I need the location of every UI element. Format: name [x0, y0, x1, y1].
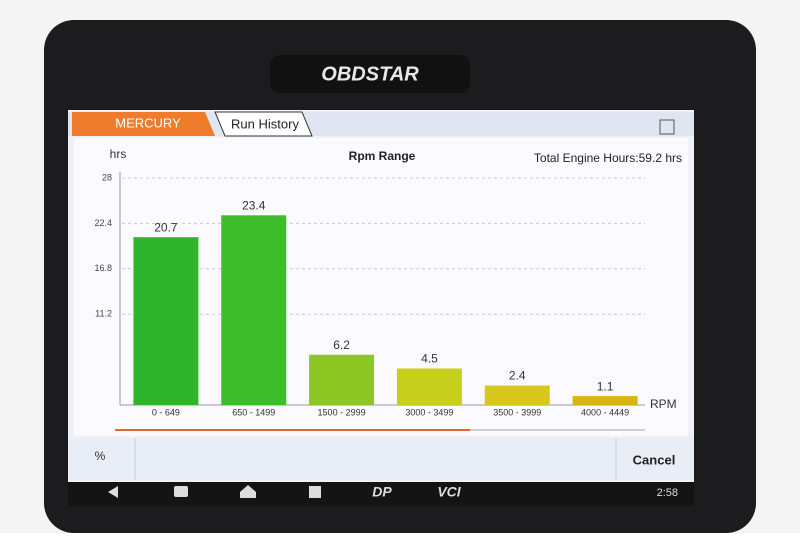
cancel-button[interactable]: Cancel [633, 452, 676, 467]
bar [396, 368, 462, 405]
value-label: 1.1 [597, 379, 614, 393]
y-tick-label: 16.8 [94, 263, 112, 273]
value-label: 2.4 [509, 369, 526, 383]
clock: 2:58 [657, 487, 678, 499]
x-tick-label: 4000 - 4449 [581, 407, 629, 417]
camera-icon[interactable] [174, 486, 188, 497]
bar [572, 396, 638, 405]
tab[interactable] [214, 111, 313, 137]
y-axis-label: hrs [110, 147, 127, 161]
brand: OBDSTAR [321, 63, 419, 85]
annotation: Total Engine Hours:59.2 hrs [534, 151, 682, 165]
y-tick-label: 11.2 [95, 309, 112, 319]
footer [68, 438, 694, 480]
x-tick-label: 0 - 649 [152, 407, 180, 417]
x-axis-label: RPM [650, 397, 677, 411]
x-tick-label: 3500 - 3999 [493, 407, 541, 417]
calendar-icon[interactable] [659, 119, 675, 135]
bar [309, 354, 375, 405]
x-tick-label: 3000 - 3499 [405, 407, 453, 417]
tab-label[interactable]: MERCURY [115, 115, 181, 130]
y-tick-label: 28 [102, 172, 112, 182]
chart: Rpm Range hrs Total Engine Hours:59.2 hr… [94, 147, 682, 431]
back-icon[interactable] [108, 486, 118, 498]
logo-plate [270, 55, 470, 93]
value-label: 23.4 [242, 198, 266, 212]
bar [133, 237, 199, 405]
y-tick-label: 22.4 [94, 218, 112, 228]
value-label: 20.7 [154, 220, 178, 234]
bar [484, 385, 550, 405]
tab-label[interactable]: Run History [231, 116, 299, 131]
x-tick-label: 1500 - 2999 [318, 407, 366, 417]
value-label: 4.5 [421, 352, 438, 366]
tab[interactable] [72, 112, 215, 136]
nav-label[interactable]: DP [372, 484, 392, 500]
percent-button[interactable]: % [95, 449, 106, 463]
chart-title: Rpm Range [349, 149, 416, 163]
recent-icon[interactable] [309, 486, 321, 498]
x-tick-label: 650 - 1499 [232, 407, 275, 417]
bar [221, 215, 287, 405]
home-icon[interactable] [240, 485, 256, 498]
value-label: 6.2 [333, 338, 350, 352]
nav-label[interactable]: VCI [437, 484, 461, 500]
nav-bar [68, 482, 694, 506]
